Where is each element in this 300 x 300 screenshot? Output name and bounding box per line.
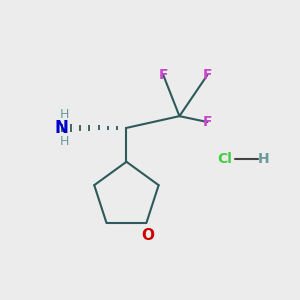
Text: H: H: [60, 135, 69, 148]
Text: F: F: [203, 115, 212, 129]
Text: N: N: [55, 119, 69, 137]
Text: O: O: [141, 228, 154, 243]
Text: Cl: Cl: [218, 152, 232, 166]
Text: H: H: [60, 108, 69, 121]
Text: F: F: [203, 68, 212, 82]
Text: H: H: [257, 152, 269, 166]
Text: F: F: [158, 68, 168, 82]
